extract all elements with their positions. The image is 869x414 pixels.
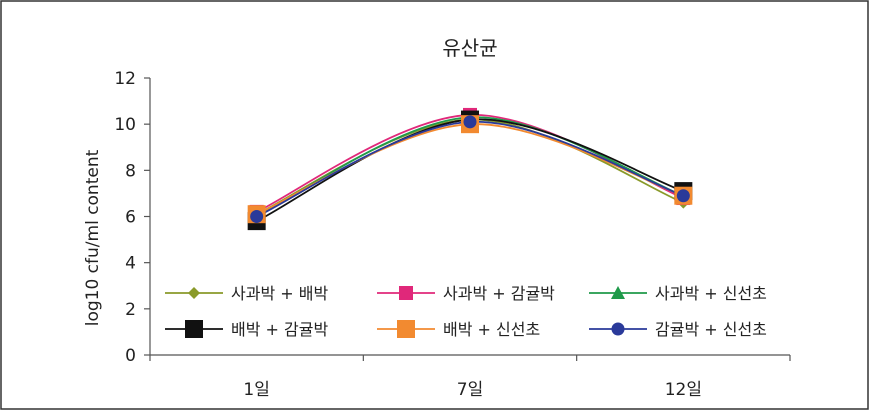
legend-label: 사과박 + 신선초: [655, 284, 767, 303]
y-tick-label: 4: [125, 254, 136, 274]
x-tick-label: 1일: [243, 380, 269, 400]
chart-title: 유산균: [442, 36, 497, 60]
y-tick-label: 10: [114, 115, 136, 135]
legend-label: 감귤박 + 신선초: [655, 320, 767, 339]
data-point: [250, 210, 264, 223]
data-point: [185, 320, 203, 338]
legend-item: 사과박 + 신선초: [589, 284, 767, 303]
data-point: [611, 322, 625, 336]
legend-item: 배박 + 신선초: [377, 320, 540, 339]
legend-label: 사과박 + 감귤박: [443, 284, 555, 303]
legend-item: 감귤박 + 신선초: [589, 320, 767, 339]
data-point: [611, 286, 625, 299]
legend-item: 배박 + 감귤박: [165, 320, 328, 339]
y-tick-label: 2: [125, 300, 136, 320]
legend-background: [157, 270, 787, 350]
series-markers: [250, 115, 690, 223]
legend-label: 배박 + 감귤박: [231, 320, 328, 339]
y-tick-label: 12: [114, 69, 136, 89]
y-tick-label: 0: [125, 346, 136, 366]
legend-item: 사과박 + 감귤박: [377, 284, 555, 303]
data-point: [463, 115, 477, 129]
series-group: [247, 107, 693, 231]
y-axis-label: log10 cfu/ml content: [83, 149, 103, 326]
data-point: [676, 189, 690, 203]
x-tick-label: 12일: [665, 380, 702, 400]
legend-item: 사과박 + 배박: [165, 284, 328, 303]
axes: 0 2 4 6 8 10 12 1일 7일 12일: [114, 69, 791, 400]
x-tick-label: 7일: [457, 380, 483, 400]
legend-label: 사과박 + 배박: [231, 284, 328, 303]
data-point: [188, 287, 200, 299]
y-tick-label: 8: [125, 161, 136, 181]
y-tick-label: 6: [125, 208, 136, 228]
data-point: [399, 286, 413, 300]
data-point: [397, 320, 415, 338]
legend-label: 배박 + 신선초: [443, 320, 540, 339]
